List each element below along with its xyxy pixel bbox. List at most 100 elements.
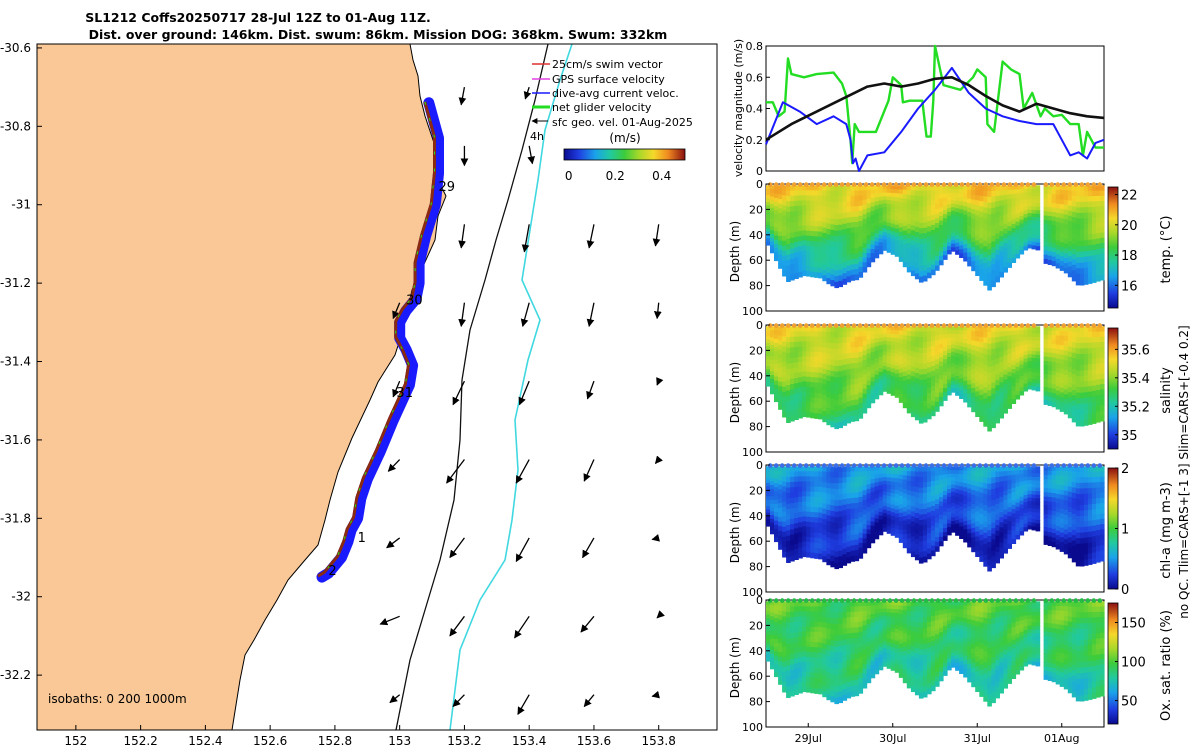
section-cell	[1067, 195, 1073, 202]
section-cell	[947, 185, 952, 190]
section-cell	[782, 681, 787, 688]
section-cell	[935, 326, 940, 332]
section-cell	[914, 347, 920, 353]
section-cell	[774, 672, 779, 678]
section-cell	[894, 201, 900, 206]
section-cell	[931, 471, 936, 477]
surface-dot	[1079, 323, 1085, 328]
section-cell	[1035, 199, 1041, 204]
section-cell	[1019, 527, 1025, 532]
section-cell	[882, 239, 888, 244]
section-cell	[927, 190, 932, 197]
section-cell	[878, 211, 884, 217]
colorbar-ticks: 0 0.2 0.4	[565, 169, 671, 183]
section-cell	[975, 341, 980, 347]
section-cell	[963, 347, 968, 353]
section-cell	[786, 358, 791, 365]
section-cell	[947, 364, 952, 369]
section-cell	[975, 265, 980, 271]
section-cell	[991, 196, 996, 203]
section-cell	[975, 511, 980, 517]
section-cell	[794, 632, 799, 639]
section-cell	[858, 402, 864, 409]
section-cell	[858, 537, 864, 544]
section-cell	[963, 197, 968, 203]
section-cell	[1087, 482, 1093, 489]
map-xtick-label: 153.4	[512, 734, 546, 748]
section-cell	[886, 507, 892, 512]
section-cell	[975, 531, 980, 537]
section-cell	[890, 496, 896, 502]
section-cell	[878, 477, 884, 483]
section-cell	[971, 190, 976, 196]
section-cell	[906, 359, 912, 366]
section-cell	[955, 353, 960, 358]
section-cell	[975, 356, 980, 362]
section-cell	[918, 244, 924, 251]
section-cell	[786, 546, 791, 553]
section-cell	[927, 377, 932, 384]
section-cell	[943, 503, 948, 508]
section-cell	[886, 484, 892, 490]
section-cell	[790, 201, 795, 207]
section-cell	[790, 685, 795, 692]
section-cell	[939, 211, 944, 217]
section-cell	[1019, 196, 1025, 202]
section-cell	[878, 326, 884, 331]
section-cell	[1096, 249, 1101, 255]
section-cell	[1047, 335, 1053, 341]
section-cell	[910, 516, 916, 522]
section-cell	[794, 226, 799, 233]
section-cell	[975, 501, 980, 507]
section-cell	[1051, 261, 1057, 267]
section-cell	[798, 397, 803, 404]
section-cell	[918, 196, 924, 202]
section-cell	[991, 516, 996, 524]
section-cell	[1071, 259, 1077, 266]
section-cell	[906, 218, 912, 225]
section-cell	[1083, 471, 1089, 478]
section-cell	[1003, 504, 1008, 511]
section-cell	[1023, 502, 1029, 507]
section-cell	[1055, 480, 1061, 486]
section-cell	[995, 342, 1000, 349]
section-cell	[842, 348, 848, 355]
section-cell	[999, 542, 1004, 549]
section-cell	[766, 617, 771, 622]
section-cell	[991, 264, 996, 271]
surface-dot	[875, 463, 881, 468]
section-cell	[894, 240, 900, 245]
surface-dot	[1049, 182, 1055, 187]
section-cell	[906, 543, 912, 549]
section-cell	[1031, 487, 1037, 492]
section-cell	[979, 416, 984, 422]
section-cell	[1059, 368, 1065, 375]
section-cell	[987, 249, 992, 256]
section-cell	[947, 523, 952, 528]
section-cell	[963, 508, 968, 514]
section-cell	[1083, 218, 1089, 225]
section-cell	[1055, 539, 1061, 545]
section-cell	[918, 353, 924, 360]
section-cell	[1015, 330, 1021, 335]
section-cell	[814, 397, 819, 404]
section-cell	[774, 495, 779, 501]
section-cell	[1051, 470, 1057, 476]
section-cell	[906, 238, 912, 244]
section-cell	[951, 513, 956, 518]
section-cell	[1096, 508, 1101, 515]
section-cell	[959, 474, 964, 479]
section-cell	[838, 466, 843, 473]
section-cell	[1075, 224, 1081, 231]
section-cell	[842, 337, 848, 344]
section-cell	[1031, 195, 1037, 200]
title-line-2: Dist. over ground: 146km. Dist. swum: 86…	[89, 27, 668, 42]
section-cell	[794, 471, 799, 478]
section-cell	[770, 222, 775, 228]
section-cell	[838, 511, 843, 518]
section-cell	[798, 471, 803, 478]
section-cell	[959, 201, 964, 206]
section-cell	[842, 392, 848, 399]
section-cell	[882, 373, 888, 378]
section-cell	[838, 219, 843, 226]
